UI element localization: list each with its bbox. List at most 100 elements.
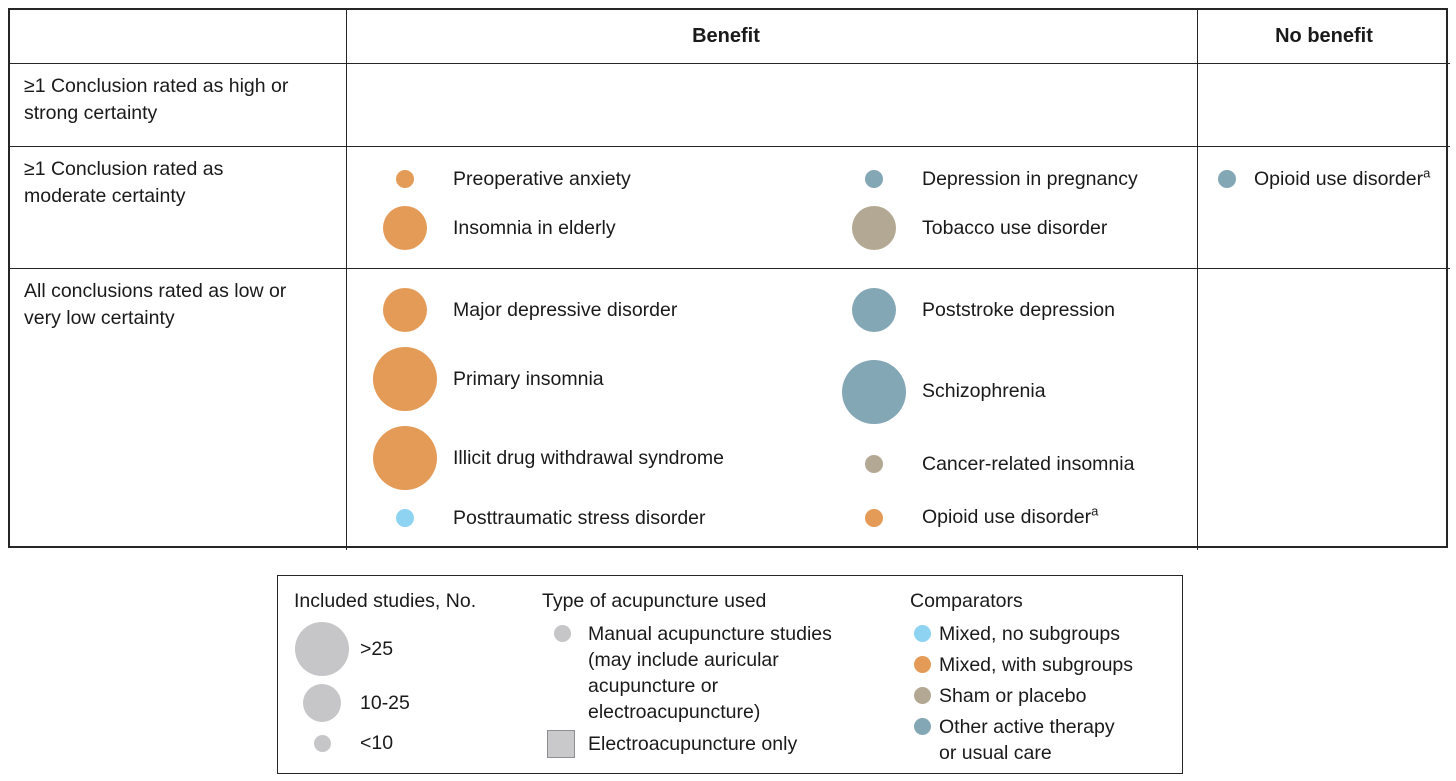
bubble-slot <box>373 206 437 250</box>
legend-size-item: >25 <box>294 621 542 677</box>
legend-size-item: <10 <box>294 729 542 757</box>
study-count-bubble <box>383 288 427 332</box>
legend-comparators-title: Comparators <box>910 590 1023 612</box>
evidence-item: Preoperative anxiety <box>373 159 772 199</box>
legend-size-label: <10 <box>360 732 394 754</box>
evidence-item: Schizophrenia <box>842 353 1197 431</box>
condition-label: Poststroke depression <box>922 298 1115 321</box>
manual-acupuncture-circle-icon <box>554 625 571 642</box>
study-count-bubble <box>865 170 883 188</box>
bubble-slot <box>842 455 906 474</box>
legend-acupuncture-type-title: Type of acupuncture used <box>542 590 767 612</box>
row-label-high-strong: ≥1 Conclusion rated as high or strong ce… <box>10 64 347 147</box>
evidence-table: Benefit No benefit ≥1 Conclusion rated a… <box>8 8 1450 550</box>
legend-comparator-item: Mixed, no subgroups <box>910 621 1150 647</box>
legend-type-label: Electroacupuncture only <box>588 733 798 755</box>
moderate-benefit-group-2: Depression in pregnancy Tobacco use disor… <box>772 147 1197 268</box>
legend-bubble-slot <box>294 684 350 722</box>
legend-size-label: >25 <box>360 638 394 660</box>
legend-size-items: >25 10-25 <10 <box>294 621 542 757</box>
condition-label: Posttraumatic stress disorder <box>453 506 706 529</box>
legend-comparator-label: Other active therapy or usual care <box>939 716 1115 764</box>
study-count-bubble <box>865 508 883 527</box>
evidence-item: Illicit drug withdrawal syndrome <box>373 419 772 497</box>
no-benefit-header-label: No benefit <box>1275 25 1373 47</box>
legend-comparator-label: Mixed, no subgroups <box>939 623 1121 645</box>
moderate-benefit-group-1: Preoperative anxiety Insomnia in elderly <box>347 147 772 268</box>
legend-comparator-label: Mixed, with subgroups <box>939 654 1134 676</box>
bubble-slot <box>842 206 906 250</box>
legend-size-item: 10-25 <box>294 683 542 723</box>
condition-label: Major depressive disorder <box>453 298 678 321</box>
column-header-benefit: Benefit <box>347 10 1198 64</box>
legend-size-label: 10-25 <box>360 692 410 714</box>
cell-moderate-benefit: Preoperative anxiety Insomnia in elderly … <box>347 147 1198 269</box>
low-verylow-benefit-group-1: Major depressive disorder Primary insomni… <box>347 269 772 550</box>
bubble-slot <box>842 288 906 332</box>
bubble-slot <box>842 508 906 527</box>
condition-label: Cancer-related insomnia <box>922 452 1135 475</box>
condition-label: Primary insomnia <box>453 367 604 390</box>
cell-high-strong-no-benefit <box>1198 64 1450 147</box>
study-count-bubble <box>396 509 414 527</box>
study-count-bubble <box>1218 170 1236 188</box>
bubble-slot <box>842 359 906 424</box>
low-verylow-benefit-group-2: Poststroke depression Schizophrenia Cancer… <box>772 269 1197 550</box>
legend-comparators: Comparators Mixed, no subgroups Mixed, wi… <box>910 589 1150 773</box>
comparator-color-icon <box>914 687 931 704</box>
corner-cell <box>10 10 347 64</box>
legend-size-bubble <box>303 684 341 722</box>
evidence-item: Opioid use disordera <box>842 498 1197 538</box>
study-count-bubble <box>865 455 883 474</box>
comparator-color-icon <box>914 625 931 642</box>
condition-label: Schizophrenia <box>922 380 1046 403</box>
condition-label: Insomnia in elderly <box>453 216 616 239</box>
bubble-slot <box>373 347 437 411</box>
row-label-moderate: ≥1 Conclusion rated as moderate certaint… <box>10 147 347 269</box>
comparator-color-icon <box>914 656 931 673</box>
legend-size-bubble <box>295 622 349 676</box>
legend-type-label: Manual acupuncture studies (may include … <box>588 623 832 723</box>
evidence-item: Tobacco use disorder <box>842 199 1197 257</box>
evidence-item: Depression in pregnancy <box>842 159 1197 199</box>
bubble-slot <box>373 288 437 332</box>
bubble-slot <box>842 170 906 188</box>
evidence-item: Poststroke depression <box>842 281 1197 339</box>
legend-comparator-item: Mixed, with subgroups <box>910 652 1150 678</box>
study-count-bubble <box>373 426 437 490</box>
legend-type-item: Electroacupuncture only <box>542 730 910 758</box>
evidence-item: Insomnia in elderly <box>373 199 772 257</box>
benefit-header-label: Benefit <box>692 25 760 47</box>
legend-size-bubble <box>313 734 331 752</box>
condition-label: Tobacco use disorder <box>922 216 1108 239</box>
evidence-item: Major depressive disorder <box>373 281 772 339</box>
evidence-item: Primary insomnia <box>373 340 772 418</box>
study-count-bubble <box>852 206 896 250</box>
legend-included-studies: Included studies, No. >25 10-25 <10 <box>294 589 542 773</box>
bubble-slot <box>1208 170 1246 188</box>
legend-acupuncture-type: Type of acupuncture used Manual acupunct… <box>542 589 910 773</box>
legend-comparator-item: Other active therapy or usual care <box>910 714 1150 766</box>
study-count-bubble <box>373 347 437 411</box>
electroacupuncture-square-icon <box>547 730 575 758</box>
legend-comparator-item: Sham or placebo <box>910 683 1150 709</box>
bubble-slot <box>373 426 437 490</box>
legend-bubble-slot <box>294 734 350 752</box>
evidence-item: Posttraumatic stress disorder <box>373 498 772 538</box>
legend-box: Included studies, No. >25 10-25 <10 Type o… <box>277 575 1183 774</box>
evidence-item: Opioid use disordera <box>1208 159 1450 199</box>
study-count-bubble <box>842 359 906 424</box>
condition-label: Opioid use disordera <box>1254 165 1431 190</box>
condition-label: Preoperative anxiety <box>453 167 631 190</box>
condition-label: Opioid use disordera <box>922 503 1099 529</box>
legend-included-studies-title: Included studies, No. <box>294 590 477 612</box>
bubble-slot <box>373 170 437 188</box>
cell-low-verylow-no-benefit <box>1198 269 1450 550</box>
cell-high-strong-benefit <box>347 64 1198 147</box>
row-label-low-verylow: All conclusions rated as low or very low… <box>10 269 347 550</box>
evidence-item: Cancer-related insomnia <box>842 444 1197 484</box>
legend-comparator-items: Mixed, no subgroups Mixed, with subgroups… <box>910 621 1150 766</box>
cell-low-verylow-benefit: Major depressive disorder Primary insomni… <box>347 269 1198 550</box>
condition-label: Illicit drug withdrawal syndrome <box>453 446 724 469</box>
